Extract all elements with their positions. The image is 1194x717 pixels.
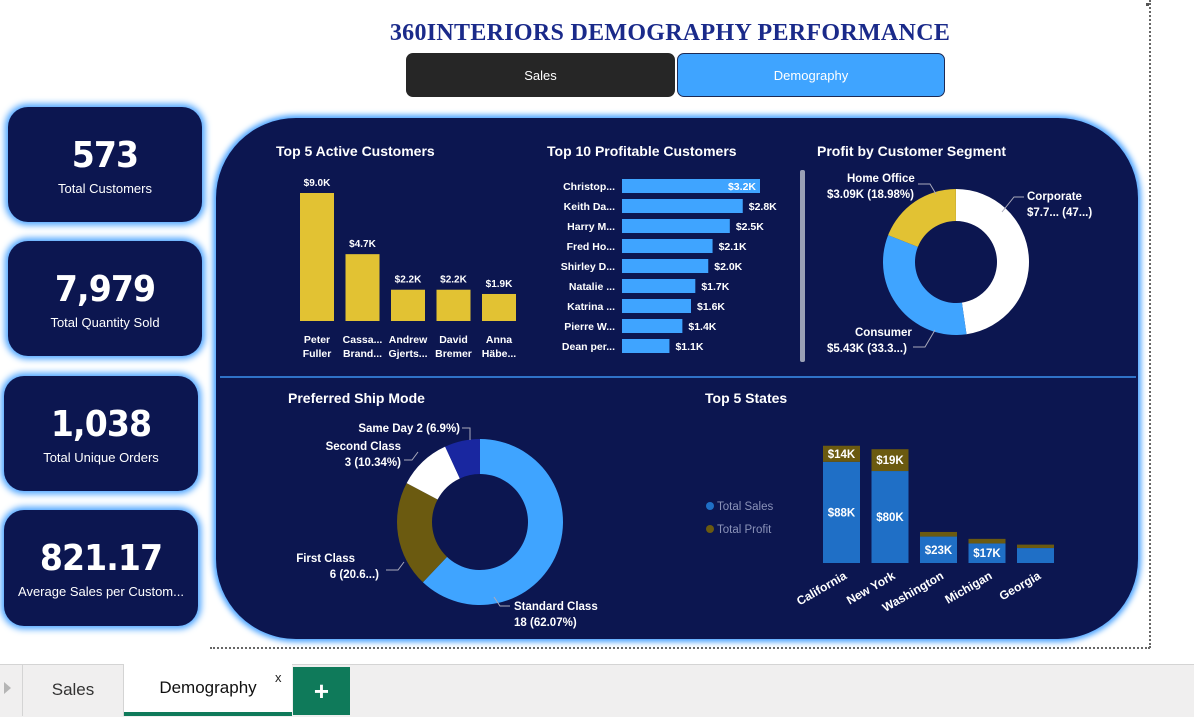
tab-sales[interactable]: Sales (22, 664, 124, 716)
charts-panel (216, 118, 1138, 639)
add-page-button[interactable]: + (293, 667, 350, 715)
panel-divider (220, 376, 1136, 378)
kpi-value: 7,979 (54, 269, 156, 310)
page-title: 360INTERIORS DEMOGRAPHY PERFORMANCE (389, 20, 951, 46)
kpi-value: 1,038 (50, 404, 152, 445)
kpi-label: Total Quantity Sold (50, 315, 160, 330)
kpi-card-average-sales: 821.17 Average Sales per Custom... (4, 510, 198, 626)
close-tab-icon[interactable]: x (275, 670, 282, 685)
tab-demography[interactable]: Demography (124, 664, 292, 716)
kpi-value: 573 (71, 135, 139, 176)
kpi-card-total-customers: 573 Total Customers (8, 107, 202, 222)
kpi-label: Total Unique Orders (43, 450, 159, 465)
demography-nav-button[interactable]: Demography (677, 53, 945, 97)
sales-nav-button[interactable]: Sales (406, 53, 675, 97)
kpi-label: Total Customers (58, 181, 152, 196)
kpi-value: 821.17 (39, 538, 163, 579)
canvas-border-right (1149, 0, 1151, 648)
tab-scroll-left-icon[interactable] (4, 682, 11, 694)
kpi-label: Average Sales per Custom... (18, 584, 184, 599)
kpi-card-total-quantity: 7,979 Total Quantity Sold (8, 241, 202, 356)
canvas-corner (1146, 3, 1149, 6)
canvas-border-bottom (210, 647, 1150, 649)
kpi-card-total-orders: 1,038 Total Unique Orders (4, 376, 198, 491)
